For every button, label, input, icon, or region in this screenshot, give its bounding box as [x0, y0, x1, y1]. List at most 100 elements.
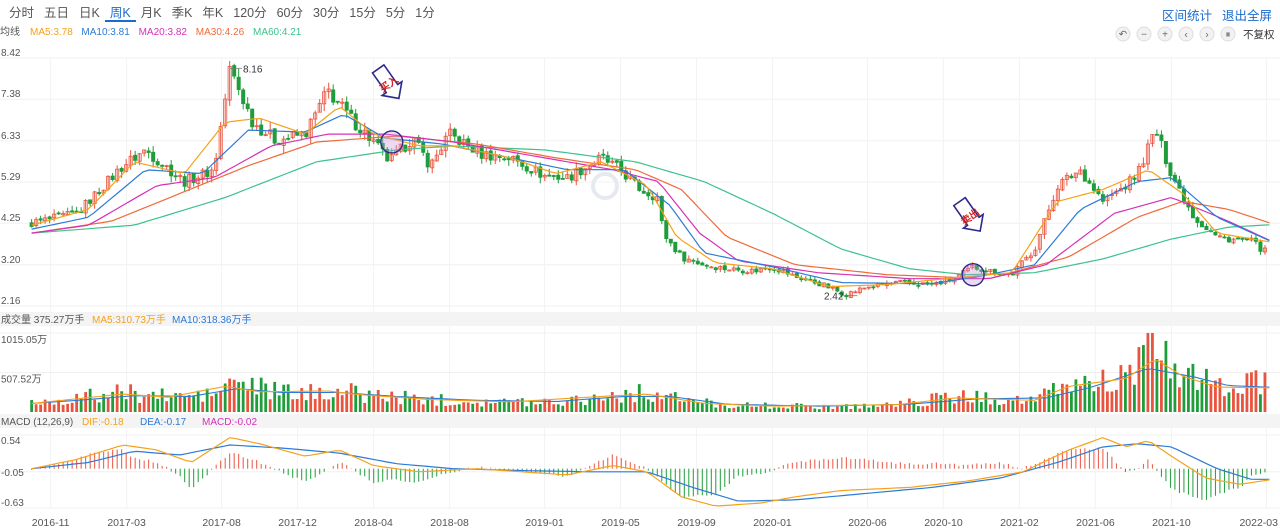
volume-bar — [1200, 379, 1204, 412]
volume-bar — [309, 384, 313, 412]
low-annotation: 2.42 — [824, 292, 844, 303]
volume-bar — [1029, 396, 1033, 412]
minus-icon[interactable]: − — [1136, 26, 1152, 42]
volume-bar — [1060, 383, 1064, 412]
volume-bar — [1024, 401, 1028, 412]
x-tick: 2017-08 — [202, 517, 241, 529]
volume-bar — [273, 381, 277, 412]
candle-body — [34, 219, 39, 226]
candle-body — [196, 177, 201, 184]
volume-bar — [574, 395, 578, 412]
pause-icon[interactable]: ⏸ — [1220, 26, 1236, 42]
tab-2[interactable]: 日K — [79, 6, 100, 20]
range-stats-button[interactable]: 区间统计 — [1161, 9, 1212, 23]
volume-bar — [264, 383, 268, 412]
price-panel-label: 均线 — [0, 26, 20, 38]
tab-6[interactable]: 年K — [202, 6, 224, 20]
candle-body — [227, 65, 232, 101]
volume-bar — [633, 402, 637, 412]
candle-body — [524, 166, 529, 172]
x-tick: 2020-06 — [848, 517, 887, 529]
volume-bar — [457, 404, 461, 412]
volume-bar — [471, 403, 475, 412]
tab-5[interactable]: 季K — [171, 6, 193, 20]
volume-bar — [417, 400, 421, 412]
tab-3[interactable]: 周K — [104, 4, 136, 22]
candle-body — [1235, 237, 1240, 240]
candle-body — [866, 286, 871, 289]
candle-body — [1132, 177, 1137, 180]
adjust-toggle[interactable]: 不复权 — [1243, 28, 1275, 41]
candle-body — [1127, 176, 1132, 191]
volume-bar — [1042, 388, 1046, 412]
volume-bar — [799, 403, 803, 412]
volume-bar — [763, 402, 767, 412]
price-y-tick: 5.29 — [1, 172, 21, 183]
volume-bar — [1169, 378, 1172, 412]
buy-marker-circle — [380, 130, 404, 154]
candle-body — [560, 178, 565, 180]
volume-bar — [34, 404, 38, 412]
volume-bar — [1124, 372, 1127, 412]
right-icon[interactable]: › — [1199, 26, 1215, 42]
volume-bar — [993, 399, 997, 412]
tab-1[interactable]: 五日 — [44, 6, 70, 20]
candle-body — [1190, 205, 1195, 219]
ma-legend-ma5: MA5:3.78 — [30, 27, 73, 38]
volume-bar — [1263, 372, 1267, 412]
tab-0[interactable]: 分时 — [9, 6, 35, 20]
volume-bar — [840, 405, 844, 412]
ma10-line — [31, 114, 1270, 285]
volume-bar — [646, 399, 650, 412]
volume-bar — [871, 404, 875, 412]
macd-histogram — [31, 447, 1266, 500]
x-tick: 2020-10 — [924, 517, 963, 529]
candle-body — [529, 171, 534, 174]
tab-11[interactable]: 5分 — [385, 6, 406, 20]
volume-bar — [133, 390, 137, 412]
exit-fullscreen-button[interactable]: 退出全屏 — [1221, 9, 1272, 23]
volume-bar — [300, 388, 304, 412]
volume-bar — [907, 398, 911, 412]
volume-bar — [1245, 373, 1249, 412]
candle-body — [682, 251, 687, 262]
volume-bars — [30, 333, 1267, 412]
candle-body — [232, 65, 237, 77]
candle-body — [272, 128, 277, 144]
volume-bar — [313, 398, 317, 412]
candle-body — [664, 220, 669, 240]
volume-bar — [808, 405, 812, 412]
x-tick: 2018-04 — [354, 517, 393, 529]
left-icon[interactable]: ‹ — [1178, 26, 1194, 42]
undo-icon[interactable]: ↶ — [1115, 26, 1131, 42]
volume-bar — [115, 384, 119, 412]
candle-body — [1042, 218, 1047, 235]
volume-bar — [282, 384, 286, 412]
ma30-line — [31, 135, 1270, 280]
volume-bar — [538, 403, 542, 412]
tab-8[interactable]: 60分 — [276, 6, 304, 20]
volume-bar — [610, 391, 614, 412]
volume-bar — [1151, 333, 1154, 412]
volume-bar — [669, 393, 673, 412]
candle-body — [695, 260, 700, 265]
volume-bar — [651, 401, 655, 412]
volume-bar — [718, 404, 722, 412]
tab-4[interactable]: 月K — [140, 6, 162, 20]
candle-body — [191, 173, 196, 184]
candle-body — [1240, 237, 1245, 240]
volume-bar — [1218, 378, 1222, 412]
candle-body — [223, 98, 228, 127]
volume-bar — [655, 392, 659, 412]
ma-legend-ma60: MA60:4.21 — [253, 27, 302, 38]
candle-body — [515, 155, 520, 162]
volume-bar — [1047, 389, 1051, 412]
tab-10[interactable]: 15分 — [349, 6, 376, 20]
volume-bar — [291, 399, 295, 412]
volume-bar — [966, 401, 970, 412]
tab-7[interactable]: 120分 — [233, 6, 267, 20]
plus-icon[interactable]: + — [1157, 26, 1173, 42]
tab-9[interactable]: 30分 — [313, 6, 340, 20]
candle-body — [583, 168, 588, 176]
tab-12[interactable]: 1分 — [415, 6, 435, 20]
